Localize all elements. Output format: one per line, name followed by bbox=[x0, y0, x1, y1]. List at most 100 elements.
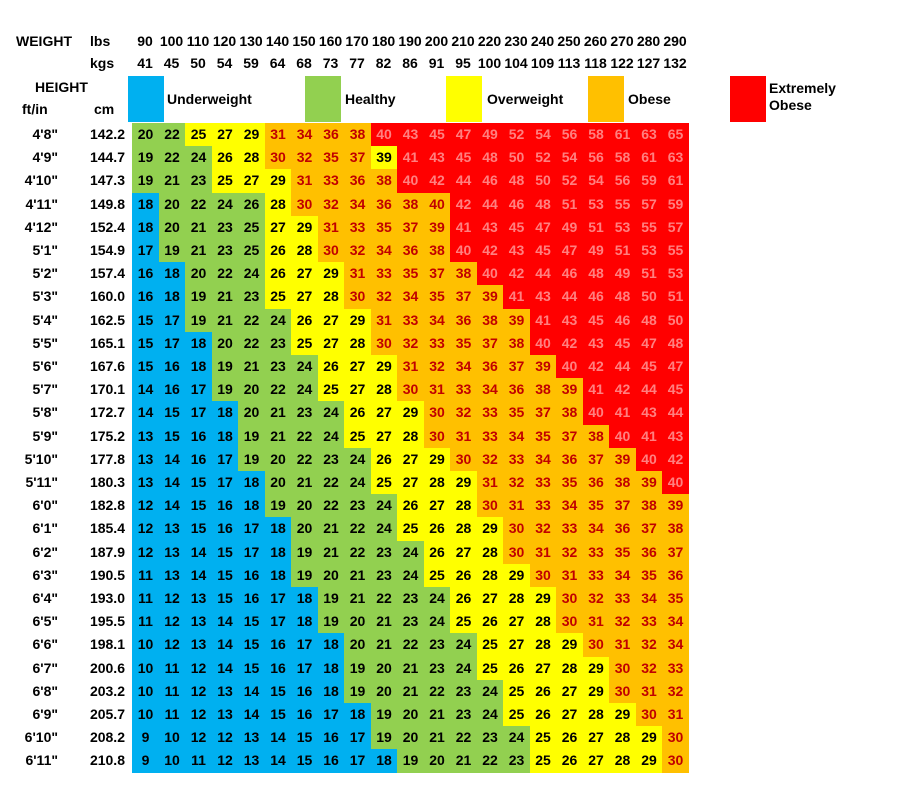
weight-lbs-label: 90 bbox=[137, 33, 153, 49]
height-cm-label: 187.9 bbox=[89, 543, 125, 560]
weight-kgs-label: 73 bbox=[322, 55, 339, 71]
bmi-cell: 18 bbox=[370, 749, 398, 774]
bmi-cell: 51 bbox=[635, 262, 663, 286]
bmi-cell: 31 bbox=[662, 703, 690, 727]
bmi-cell: 27 bbox=[317, 308, 345, 333]
weight-kgs-label: 50 bbox=[190, 55, 206, 71]
bmi-cell: 19 bbox=[397, 749, 425, 774]
bmi-cell: 28 bbox=[609, 726, 637, 750]
bmi-cell: 12 bbox=[185, 703, 213, 727]
bmi-cell: 30 bbox=[291, 192, 319, 217]
bmi-cell: 26 bbox=[264, 262, 292, 286]
bmi-cell: 28 bbox=[503, 587, 531, 611]
height-ftin-label: 5'10" bbox=[24, 450, 58, 467]
bmi-cell: 24 bbox=[423, 587, 451, 611]
bmi-cell: 40 bbox=[370, 123, 398, 147]
bmi-cell: 16 bbox=[185, 424, 213, 449]
weight-kgs-label: 82 bbox=[375, 55, 392, 71]
bmi-cell: 49 bbox=[556, 215, 584, 240]
bmi-cell: 15 bbox=[211, 563, 239, 588]
bmi-cell: 46 bbox=[556, 262, 584, 286]
bmi-cell: 24 bbox=[503, 726, 531, 750]
bmi-cell: 44 bbox=[556, 285, 584, 310]
bmi-cell: 26 bbox=[556, 726, 584, 750]
bmi-cell: 18 bbox=[158, 285, 186, 310]
height-ftin-label: 6'10" bbox=[24, 729, 58, 746]
bmi-cell: 29 bbox=[503, 563, 531, 588]
weight-kgs-label: 45 bbox=[163, 55, 180, 71]
bmi-cell: 61 bbox=[662, 169, 690, 194]
bmi-cell: 21 bbox=[185, 239, 213, 263]
bmi-cell: 23 bbox=[238, 285, 266, 310]
bmi-cell: 34 bbox=[370, 239, 398, 263]
height-cm-label: 152.4 bbox=[89, 218, 125, 235]
bmi-cell: 33 bbox=[397, 308, 425, 333]
bmi-cell: 55 bbox=[609, 192, 637, 217]
bmi-cell: 54 bbox=[582, 169, 610, 194]
bmi-cell: 29 bbox=[317, 262, 345, 286]
bmi-cell: 38 bbox=[609, 471, 637, 495]
bmi-cell: 25 bbox=[423, 563, 451, 588]
bmi-cell: 34 bbox=[344, 192, 372, 217]
bmi-cell: 40 bbox=[529, 331, 557, 356]
bmi-cell: 61 bbox=[609, 123, 637, 147]
bmi-cell: 26 bbox=[344, 401, 372, 426]
bmi-cell: 31 bbox=[529, 540, 557, 565]
bmi-cell: 52 bbox=[556, 169, 584, 194]
bmi-cell: 18 bbox=[291, 610, 319, 634]
bmi-cell: 28 bbox=[370, 378, 398, 402]
height-ftin-label: 6'8" bbox=[32, 682, 58, 699]
bmi-cell: 26 bbox=[211, 146, 239, 170]
bmi-cell: 27 bbox=[291, 262, 319, 286]
bmi-cell: 36 bbox=[503, 378, 531, 402]
height-ftin-label: 5'6" bbox=[32, 358, 58, 374]
bmi-cell: 30 bbox=[450, 447, 478, 472]
bmi-cell: 47 bbox=[635, 331, 663, 356]
bmi-cell: 27 bbox=[370, 401, 398, 426]
bmi-cell: 26 bbox=[370, 447, 398, 472]
bmi-cell: 33 bbox=[529, 471, 557, 495]
bmi-cell: 21 bbox=[397, 679, 425, 704]
bmi-cell: 21 bbox=[211, 308, 239, 333]
bmi-cell: 27 bbox=[556, 703, 584, 727]
bmi-cell: 30 bbox=[503, 540, 531, 565]
weight-lbs-label: 270 bbox=[610, 33, 634, 49]
bmi-cell: 33 bbox=[556, 517, 584, 542]
bmi-cell: 54 bbox=[529, 123, 557, 147]
bmi-cell: 45 bbox=[635, 355, 663, 379]
bmi-cell: 27 bbox=[582, 749, 610, 774]
bmi-cell: 36 bbox=[317, 123, 345, 147]
height-ftin-label: 4'8" bbox=[32, 126, 58, 142]
bmi-cell: 10 bbox=[132, 679, 160, 704]
bmi-cell: 11 bbox=[132, 563, 160, 588]
bmi-cell: 14 bbox=[211, 610, 239, 634]
bmi-cell: 24 bbox=[476, 703, 504, 727]
weight-kgs-label: 127 bbox=[636, 55, 661, 71]
bmi-cell: 24 bbox=[291, 378, 319, 402]
bmi-cell: 14 bbox=[185, 563, 213, 588]
weight-kgs-label: 54 bbox=[216, 55, 233, 71]
bmi-cell: 28 bbox=[423, 471, 451, 495]
bmi-cell: 29 bbox=[423, 447, 451, 472]
bmi-cell: 38 bbox=[662, 517, 690, 542]
bmi-cell: 42 bbox=[609, 378, 637, 402]
bmi-cell: 32 bbox=[635, 633, 663, 658]
bmi-cell: 28 bbox=[291, 239, 319, 263]
bmi-cell: 58 bbox=[582, 123, 610, 147]
bmi-cell: 37 bbox=[609, 494, 637, 518]
bmi-cell: 26 bbox=[450, 587, 478, 611]
bmi-cell: 25 bbox=[450, 610, 478, 634]
bmi-cell: 29 bbox=[450, 471, 478, 495]
bmi-cell: 39 bbox=[635, 471, 663, 495]
bmi-cell: 15 bbox=[291, 726, 319, 750]
bmi-cell: 48 bbox=[609, 285, 637, 310]
bmi-cell: 46 bbox=[476, 169, 504, 194]
bmi-cell: 11 bbox=[185, 749, 213, 774]
bmi-cell: 28 bbox=[582, 703, 610, 727]
bmi-cell: 21 bbox=[317, 517, 345, 542]
bmi-cell: 42 bbox=[503, 262, 531, 286]
bmi-cell: 10 bbox=[132, 656, 160, 681]
category-label: Healthy bbox=[345, 91, 396, 107]
bmi-cell: 13 bbox=[132, 447, 160, 472]
category-swatch bbox=[588, 76, 624, 122]
